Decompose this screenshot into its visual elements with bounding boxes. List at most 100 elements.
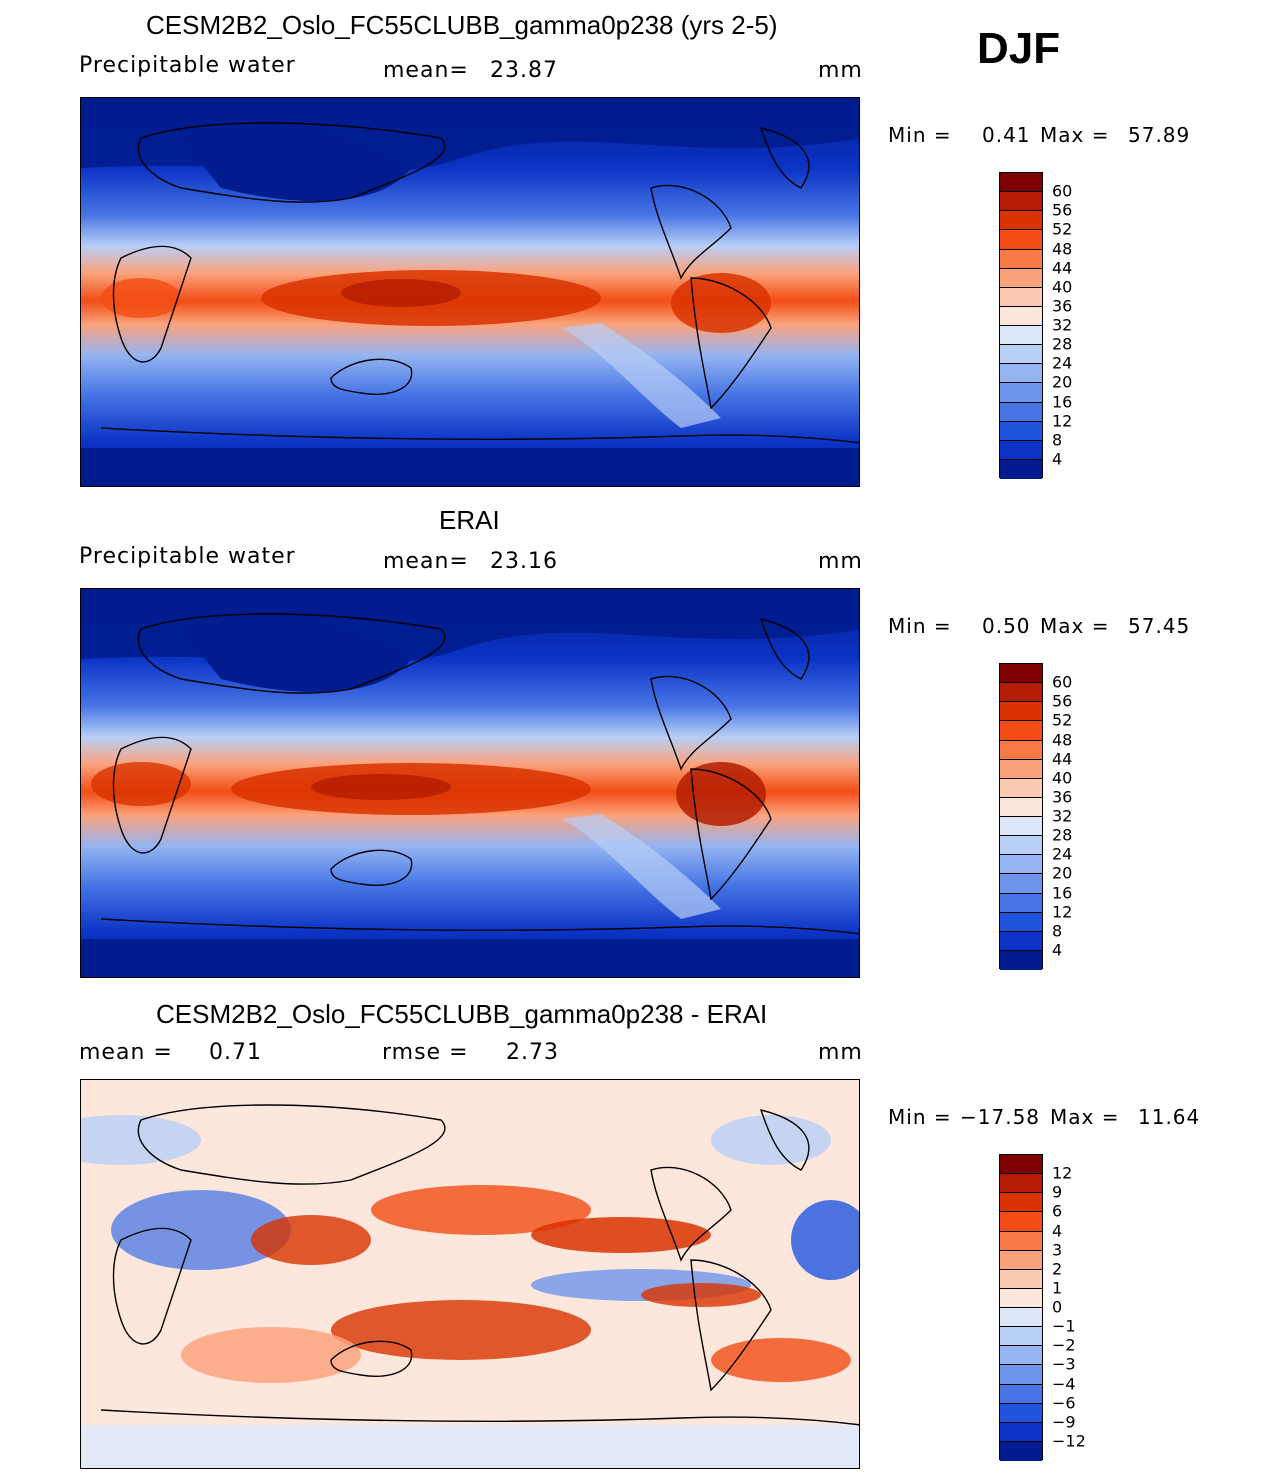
- colorbar-tick-label: −1: [1052, 1316, 1076, 1336]
- panel3-map: [80, 1079, 860, 1469]
- colorbar-segment: [1000, 1193, 1042, 1213]
- panel3-mean-label: mean =: [79, 1040, 173, 1065]
- panel1-min-label: Min =: [888, 123, 952, 147]
- colorbar-tick-label: 44: [1052, 749, 1073, 769]
- colorbar-segment: [1000, 1250, 1042, 1270]
- panel2-title: ERAI: [439, 505, 500, 535]
- colorbar-tick-label: 56: [1052, 200, 1073, 220]
- colorbar-segment: [1000, 759, 1042, 779]
- colorbar-tick-label: 32: [1052, 315, 1073, 335]
- panel2-units: mm: [818, 549, 863, 574]
- colorbar-segment: [1000, 1288, 1042, 1308]
- panel2-map: [80, 588, 860, 978]
- colorbar-tick-label: 12: [1052, 1163, 1073, 1183]
- colorbar-segment: [1000, 702, 1042, 722]
- colorbar-segment: [1000, 345, 1042, 365]
- colorbar-segment: [1000, 664, 1042, 684]
- panel2-max-label: Max =: [1040, 614, 1110, 638]
- colorbar-tick-label: −9: [1052, 1412, 1076, 1432]
- colorbar-segment: [1000, 950, 1042, 970]
- colorbar-segment: [1000, 402, 1042, 422]
- panel3-units: mm: [818, 1040, 863, 1065]
- colorbar-segment: [1000, 1441, 1042, 1461]
- colorbar-segment: [1000, 211, 1042, 231]
- panel3-rmse-label: rmse =: [382, 1040, 469, 1065]
- colorbar-tick-label: −6: [1052, 1393, 1076, 1413]
- colorbar-segment: [1000, 1365, 1042, 1385]
- panel2-colorbar: [999, 663, 1043, 970]
- panel1-max-label: Max =: [1040, 123, 1110, 147]
- panel3-title: CESM2B2_Oslo_FC55CLUBB_gamma0p238 - ERAI: [156, 999, 768, 1029]
- colorbar-tick-label: −3: [1052, 1354, 1076, 1374]
- colorbar-segment: [1000, 893, 1042, 913]
- colorbar-tick-label: 60: [1052, 181, 1073, 201]
- panel1-title: CESM2B2_Oslo_FC55CLUBB_gamma0p238 (yrs 2…: [146, 10, 778, 40]
- colorbar-segment: [1000, 817, 1042, 837]
- colorbar-segment: [1000, 855, 1042, 875]
- colorbar-tick-label: 52: [1052, 219, 1073, 239]
- panel2-min-label: Min =: [888, 614, 952, 638]
- colorbar-segment: [1000, 1155, 1042, 1175]
- colorbar-tick-label: 4: [1052, 449, 1063, 469]
- colorbar-segment: [1000, 459, 1042, 479]
- colorbar-tick-label: 56: [1052, 691, 1073, 711]
- colorbar-segment: [1000, 230, 1042, 250]
- panel3-colorbar: [999, 1154, 1043, 1461]
- colorbar-segment: [1000, 1231, 1042, 1251]
- colorbar-tick-label: −2: [1052, 1335, 1076, 1355]
- colorbar-tick-label: 40: [1052, 277, 1073, 297]
- panel3-mean-value: 0.71: [209, 1040, 262, 1065]
- colorbar-segment: [1000, 1174, 1042, 1194]
- panel1-max-value: 57.89: [1128, 123, 1191, 147]
- colorbar-tick-label: 24: [1052, 353, 1073, 373]
- panel3-min-label: Min =: [888, 1105, 952, 1129]
- colorbar-tick-label: 48: [1052, 239, 1073, 258]
- panel2-max-value: 57.45: [1128, 614, 1191, 638]
- colorbar-segment: [1000, 249, 1042, 269]
- colorbar-tick-label: 8: [1052, 921, 1063, 941]
- panel1-variable: Precipitable water: [79, 53, 296, 78]
- colorbar-tick-label: 16: [1052, 883, 1073, 902]
- panel3-max-value: 11.64: [1138, 1105, 1201, 1129]
- colorbar-segment: [1000, 683, 1042, 703]
- colorbar-segment: [1000, 1308, 1042, 1328]
- colorbar-tick-label: 12: [1052, 902, 1073, 922]
- colorbar-tick-label: −4: [1052, 1374, 1076, 1393]
- panel1-colorbar: [999, 172, 1043, 479]
- colorbar-segment: [1000, 1422, 1042, 1442]
- colorbar-tick-label: 8: [1052, 430, 1063, 450]
- colorbar-segment: [1000, 326, 1042, 346]
- colorbar-segment: [1000, 931, 1042, 951]
- colorbar-segment: [1000, 364, 1042, 384]
- panel1-min-value: 0.41: [982, 123, 1031, 147]
- colorbar-segment: [1000, 287, 1042, 307]
- panel2-variable: Precipitable water: [79, 544, 296, 569]
- colorbar-tick-label: 40: [1052, 768, 1073, 788]
- colorbar-tick-label: 44: [1052, 258, 1073, 278]
- colorbar-segment: [1000, 383, 1042, 403]
- colorbar-tick-label: 3: [1052, 1240, 1063, 1260]
- panel2-mean-value: 23.16: [490, 549, 558, 574]
- colorbar-segment: [1000, 836, 1042, 856]
- colorbar-segment: [1000, 721, 1042, 741]
- colorbar-tick-label: 16: [1052, 392, 1073, 411]
- colorbar-segment: [1000, 1346, 1042, 1366]
- panel3-rmse-value: 2.73: [506, 1040, 559, 1065]
- season-label: DJF: [977, 24, 1061, 73]
- colorbar-tick-label: 6: [1052, 1201, 1063, 1221]
- colorbar-tick-label: 4: [1052, 1221, 1063, 1240]
- panel2-min-value: 0.50: [982, 614, 1031, 638]
- colorbar-tick-label: 20: [1052, 372, 1073, 392]
- colorbar-segment: [1000, 268, 1042, 288]
- colorbar-segment: [1000, 874, 1042, 894]
- colorbar-tick-label: 20: [1052, 863, 1073, 883]
- colorbar-segment: [1000, 1403, 1042, 1423]
- panel1-mean-label: mean=: [383, 58, 469, 83]
- colorbar-tick-label: 32: [1052, 806, 1073, 826]
- panel3-min-value: −17.58: [960, 1105, 1041, 1129]
- colorbar-segment: [1000, 192, 1042, 212]
- colorbar-segment: [1000, 173, 1042, 193]
- colorbar-tick-label: −12: [1052, 1431, 1086, 1451]
- panel1-map: [80, 97, 860, 487]
- colorbar-segment: [1000, 1327, 1042, 1347]
